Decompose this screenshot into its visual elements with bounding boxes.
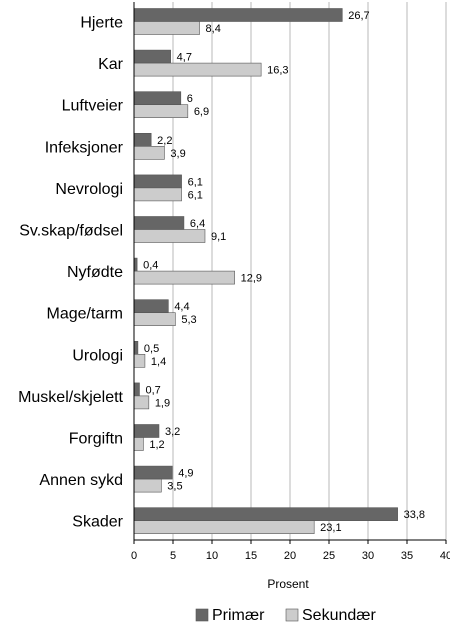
- bar-primaer: [133, 174, 182, 189]
- x-tick-label: 10: [206, 550, 218, 562]
- bar-primaer: [133, 49, 171, 64]
- category-label: Sv.skap/fødsel: [19, 223, 123, 240]
- legend-label: Sekundær: [302, 607, 376, 622]
- data-label: 33,8: [404, 509, 425, 521]
- legend-swatch: [195, 608, 209, 622]
- bar-sekundaer: [133, 146, 165, 160]
- bar-sekundaer: [133, 104, 189, 118]
- bar-sekundaer: [133, 229, 206, 243]
- x-tick-label: 15: [245, 550, 257, 562]
- data-label: 3,5: [167, 481, 182, 493]
- x-tick-label: 40: [440, 550, 450, 562]
- data-label: 4,4: [174, 301, 189, 313]
- x-tick-label: 25: [323, 550, 335, 562]
- data-label: 2,2: [157, 135, 172, 147]
- bar-primaer: [133, 91, 182, 105]
- x-tick-label: 30: [362, 550, 374, 562]
- legend-label: Primær: [212, 607, 265, 622]
- data-label: 4,9: [178, 468, 193, 480]
- data-label: 6,4: [190, 218, 205, 230]
- data-label: 0,7: [145, 384, 160, 396]
- category-label: Skader: [72, 514, 123, 531]
- data-label: 8,4: [206, 23, 221, 35]
- data-label: 12,9: [241, 273, 262, 285]
- data-label: 9,1: [211, 231, 226, 243]
- category-label: Urologi: [72, 347, 123, 364]
- bar-primaer: [133, 299, 169, 314]
- bar-sekundaer: [133, 312, 176, 327]
- category-label: Nyfødte: [67, 264, 123, 281]
- data-label: 1,9: [155, 397, 170, 409]
- bar-primaer: [133, 340, 139, 355]
- category-label: Forgiftn: [69, 431, 123, 448]
- data-label: 1,4: [151, 356, 166, 368]
- bar-sekundaer: [133, 437, 144, 451]
- category-label: Infeksjoner: [45, 139, 124, 156]
- category-label: Kar: [98, 56, 124, 73]
- data-label: 26,7: [348, 10, 369, 22]
- x-axis: 0 5 10 15 20 25 30 35 40: [131, 2, 450, 562]
- data-label: 3,9: [170, 148, 185, 160]
- x-tick-label: 35: [401, 550, 413, 562]
- grid-lines: [172, 2, 447, 540]
- data-label: 0,5: [144, 343, 159, 355]
- legend: Primær Sekundær: [195, 607, 376, 622]
- category-label: Hjerte: [80, 15, 123, 32]
- data-label: 3,2: [165, 426, 180, 438]
- category-label: Luftveier: [62, 98, 124, 115]
- bar-sekundaer: [133, 395, 150, 410]
- bar-primaer: [133, 133, 152, 147]
- category-label: Mage/tarm: [47, 306, 123, 323]
- data-label: 16,3: [267, 65, 288, 77]
- data-labels: 26,7 8,4 4,7 16,3 66,9 2,23,9 6,16,1 6,4 9,1 0,4 1…: [143, 10, 425, 534]
- bars: [133, 8, 398, 535]
- bar-sekundaer: [133, 187, 182, 202]
- bar-primaer: [133, 424, 160, 438]
- data-label: 5,3: [181, 314, 196, 326]
- bar-primaer: [133, 382, 140, 397]
- data-label: 0,4: [143, 260, 158, 272]
- x-tick-label: 5: [170, 550, 176, 562]
- x-axis-title: Prosent: [267, 577, 309, 591]
- category-labels: Hjerte Kar Luftveier Infeksjoner Nevrologi Sv…: [18, 15, 124, 531]
- bar-primaer: [133, 216, 185, 230]
- bar-primaer: [133, 8, 343, 22]
- bar-sekundaer: [133, 62, 262, 77]
- category-label: Annen sykd: [39, 472, 123, 489]
- x-tick-label: 0: [131, 550, 137, 562]
- legend-swatch: [285, 608, 299, 622]
- data-label: 23,1: [320, 522, 341, 534]
- data-label: 6,1: [188, 176, 203, 188]
- bar-primaer: [133, 507, 398, 522]
- bar-sekundaer: [133, 21, 200, 35]
- bar-sekundaer: [133, 520, 315, 535]
- data-label: 4,7: [177, 52, 192, 64]
- x-tick-label: 20: [284, 550, 296, 562]
- data-label: 1,2: [149, 439, 164, 451]
- data-label: 6: [187, 93, 193, 105]
- bar-primaer: [133, 465, 173, 480]
- data-label: 6,9: [194, 106, 209, 118]
- category-label: Muskel/skjelett: [18, 389, 123, 406]
- bar-sekundaer: [133, 270, 235, 285]
- data-label: 6,1: [188, 189, 203, 201]
- bar-sekundaer: [133, 478, 162, 493]
- bar-sekundaer: [133, 353, 146, 368]
- category-label: Nevrologi: [55, 181, 123, 198]
